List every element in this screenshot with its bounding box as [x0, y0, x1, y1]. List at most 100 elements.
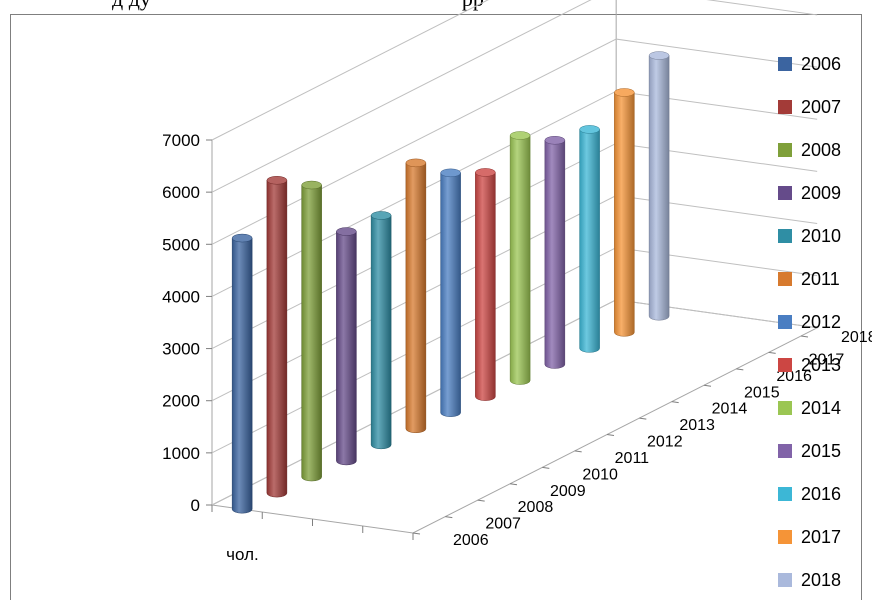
bar: [544, 136, 566, 369]
legend-label: 2012: [801, 312, 841, 332]
bar: [231, 233, 253, 514]
gridline: [211, 0, 489, 141]
depth-tick-label: 2014: [712, 401, 748, 418]
header-text-left: д ду: [112, 0, 151, 11]
bars: [231, 51, 670, 514]
depth-tick: [800, 335, 809, 338]
bar-body: [509, 135, 531, 385]
legend-swatch: [778, 186, 792, 200]
y-tick-label: 2000: [162, 392, 200, 411]
bar: [509, 131, 531, 385]
depth-tick: [639, 417, 647, 420]
bar-body: [440, 172, 461, 417]
depth-tick: [606, 434, 615, 436]
depth-tick: [542, 466, 550, 469]
depth-tick: [477, 499, 485, 502]
depth-tick-label: 2016: [776, 368, 812, 385]
legend-label: 2013: [801, 355, 841, 375]
bar-top: [475, 168, 496, 177]
depth-tick-label: 2012: [647, 434, 683, 451]
bar-body: [370, 215, 392, 450]
bar-body: [266, 180, 288, 498]
y-tick-label: 7000: [162, 131, 200, 150]
bar-body: [301, 184, 322, 482]
bar-top: [648, 51, 670, 60]
legend-swatch: [778, 229, 792, 243]
bar-body: [579, 129, 600, 353]
y-tick-label: 3000: [162, 340, 200, 359]
legend-label: 2016: [801, 484, 841, 504]
depth-tick-label: 2009: [550, 483, 586, 500]
bar-body: [475, 172, 496, 401]
bar-top: [266, 176, 288, 185]
y-tick-label: 0: [191, 496, 200, 515]
bar-top: [509, 131, 531, 140]
y-tick-label: 6000: [162, 183, 200, 202]
legend-swatch: [778, 315, 792, 329]
depth-tick-label: 2018: [841, 329, 872, 346]
bar-top: [405, 158, 427, 168]
bar: [579, 125, 600, 353]
gridline: [211, 38, 818, 245]
bar-top: [614, 88, 635, 97]
x-axis: чол.: [211, 505, 414, 564]
y-axis: 0 1000 2000 3000 4000 5000 6000 7000: [162, 131, 212, 515]
x-category-label: чол.: [226, 545, 259, 564]
legend-swatch: [778, 100, 792, 114]
legend-swatch: [778, 530, 792, 544]
bar: [648, 51, 670, 321]
legend-swatch: [778, 358, 792, 372]
bar-top: [544, 136, 566, 145]
bar: [266, 176, 288, 498]
legend-label: 2017: [801, 527, 841, 547]
depth-tick: [574, 450, 582, 453]
bar: [301, 180, 322, 482]
depth-tick-label: 2008: [518, 499, 554, 516]
legend-swatch: [778, 401, 792, 415]
bar: [405, 158, 427, 434]
bar-body: [614, 92, 635, 337]
bar-top: [336, 227, 357, 236]
depth-tick-label: 2017: [809, 351, 845, 368]
depth-tick: [736, 368, 744, 371]
depth-tick-label: 2013: [679, 417, 715, 434]
legend-swatch: [778, 57, 792, 71]
chart-frame: [10, 14, 862, 600]
bar-body: [544, 140, 566, 369]
legend-label: 2007: [801, 97, 841, 117]
depth-tick-label: 2010: [582, 466, 618, 483]
bar-top: [301, 180, 322, 190]
depth-tick-label: 2006: [453, 532, 489, 549]
depth-tick: [412, 532, 421, 535]
y-tick-label: 5000: [162, 235, 200, 254]
depth-tick-label: 2015: [744, 384, 780, 401]
depth-tick: [703, 384, 712, 387]
bar: [475, 168, 496, 401]
bar-top: [370, 211, 392, 220]
legend-swatch: [778, 487, 792, 501]
legend-label: 2006: [801, 54, 841, 74]
legend-label: 2014: [801, 398, 841, 418]
legend-label: 2010: [801, 226, 841, 246]
y-tick-label: 4000: [162, 287, 200, 306]
bar: [440, 168, 461, 417]
bar-body: [648, 55, 670, 321]
bar: [614, 88, 635, 337]
bar-body: [405, 162, 427, 434]
depth-tick: [671, 401, 679, 404]
depth-tick-label: 2011: [615, 450, 650, 467]
bar: [370, 211, 392, 450]
legend-label: 2009: [801, 183, 841, 203]
legend-label: 2011: [801, 269, 840, 289]
legend-swatch: [778, 272, 792, 286]
bar-body: [336, 231, 357, 466]
depth-tick: [768, 351, 776, 354]
legend-label: 2008: [801, 140, 841, 160]
legend-swatch: [778, 143, 792, 157]
bar-body: [231, 237, 253, 514]
legend-swatch: [778, 573, 792, 587]
bar-top: [579, 125, 600, 134]
bar: [336, 227, 357, 466]
